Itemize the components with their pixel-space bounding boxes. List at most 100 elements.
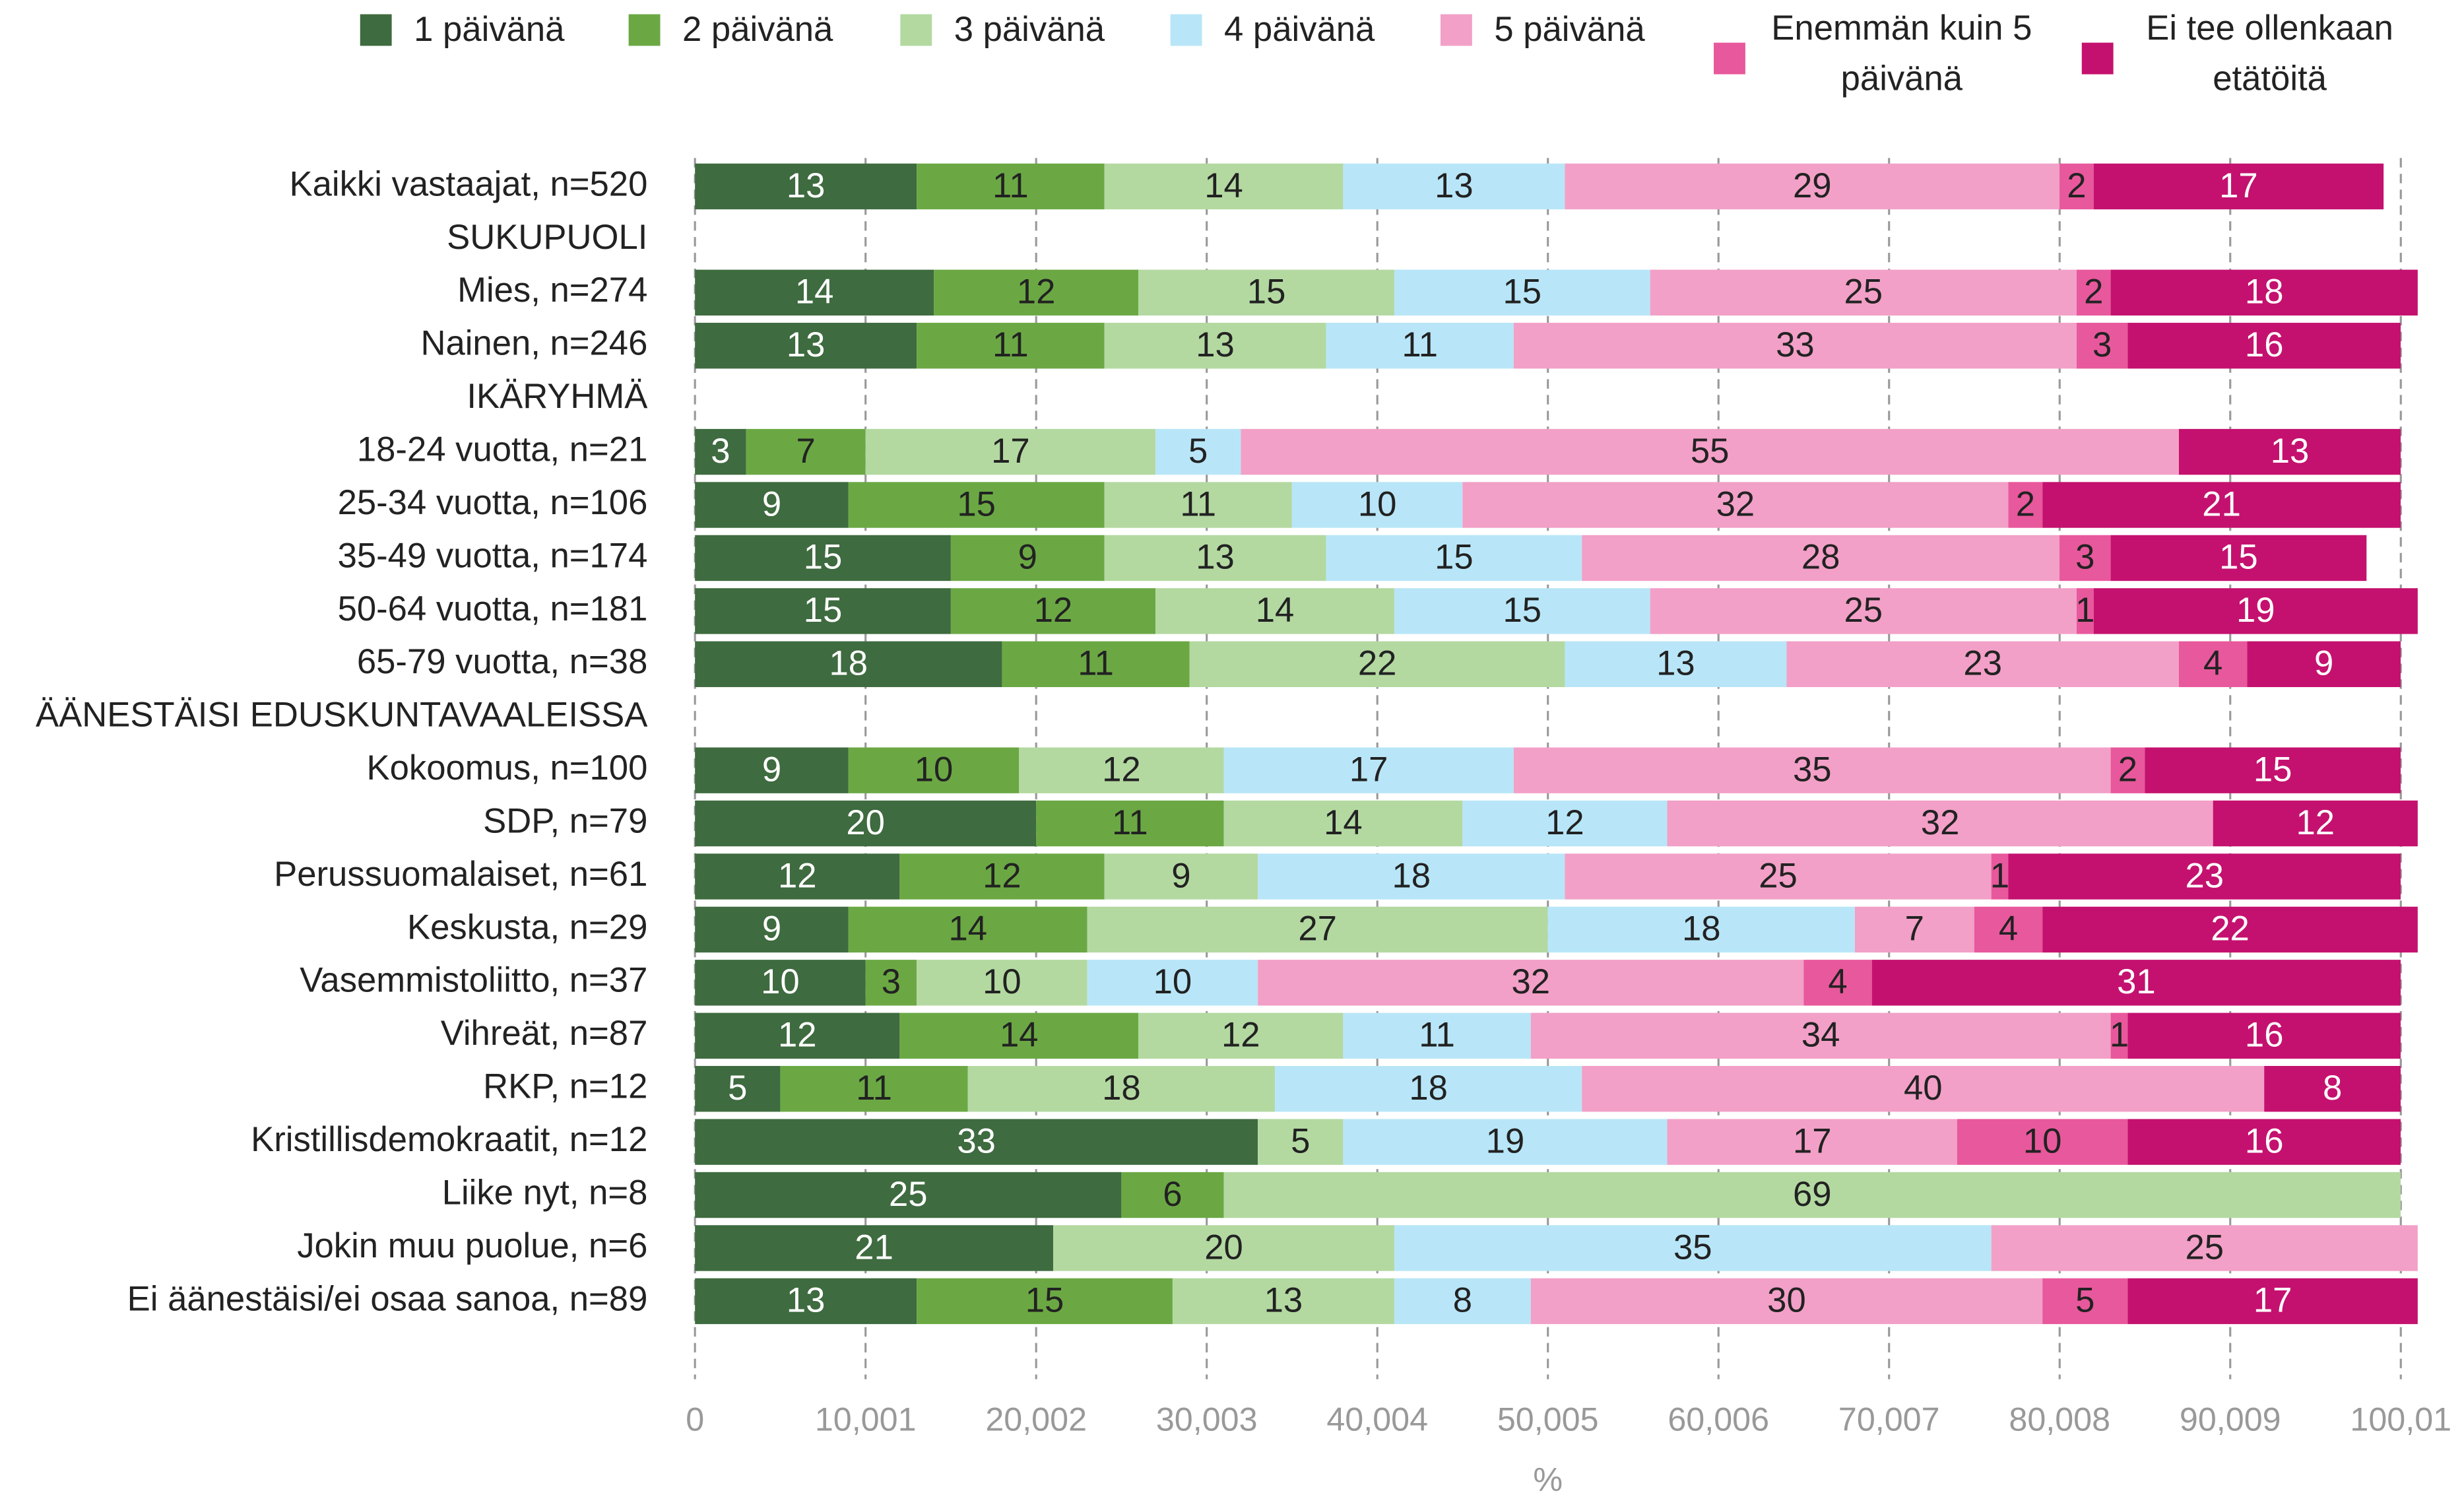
bar-segment [2127,1278,2418,1325]
data-label: 15 [957,484,996,523]
bar-segment [2093,163,2384,210]
data-label: 9 [762,910,781,948]
bar-segment [1513,747,2111,793]
data-label: 11 [992,166,1029,205]
data-label: 3 [2075,538,2094,577]
bar-segment [917,1278,1173,1325]
bar-segment [695,1225,1053,1271]
x-tick-label: 90,009 [2180,1401,2281,1438]
data-label: 17 [1793,1121,1832,1160]
bar-segment [1002,641,1190,688]
data-label: 13 [1435,166,1474,205]
bar-segment [2127,1119,2401,1165]
data-label: 32 [1511,962,1550,1001]
data-label: 32 [1921,803,1960,842]
x-tick-label: 100,01 [2350,1401,2451,1438]
data-label: 15 [1025,1281,1064,1320]
bar-segment [1565,163,2060,210]
data-label: 5 [1188,432,1208,471]
data-label: 3 [2092,325,2112,364]
data-label: 12 [1545,803,1584,842]
data-label: 32 [1716,484,1755,523]
data-label: 18 [2245,273,2284,312]
data-label: 69 [1793,1175,1832,1214]
bar-segment [2110,269,2418,316]
category-label: Keskusta, n=29 [407,908,647,946]
data-label: 18 [1682,910,1721,948]
bar-segment [695,535,951,581]
bar-segment [1667,800,2213,847]
bar-segment [1223,800,1463,847]
data-label: 16 [2245,1121,2284,1160]
data-label: 12 [1221,1016,1260,1055]
data-label: 55 [1691,432,1730,471]
category-label: Mies, n=274 [457,271,647,310]
data-label: 5 [1291,1121,1310,1160]
bar-segment [1104,163,1344,210]
data-label: 25 [1844,591,1883,630]
data-label: 28 [1801,538,1840,577]
data-label: 20 [1204,1228,1243,1267]
bar-segment [780,1065,968,1112]
bar-segment [899,1012,1139,1059]
data-label: 1 [2110,1016,2129,1055]
legend-swatch [1714,42,1745,75]
data-label: 25 [889,1175,928,1214]
data-label: 11 [1402,325,1438,364]
bar-segment [1121,1172,1224,1218]
category-label: RKP, n=12 [483,1067,647,1106]
data-label: 15 [2253,750,2292,789]
category-label: 65-79 vuotta, n=38 [357,642,647,681]
data-label: 21 [855,1228,893,1267]
data-label: 18 [1392,856,1431,895]
bar-segment [1087,960,1258,1006]
data-label: 13 [1656,644,1695,683]
bar-segment [917,163,1105,210]
bar-segment [695,163,917,210]
bar-segment [1104,853,1258,900]
x-tick-label: 0 [686,1401,704,1438]
bar-segment [2178,428,2401,475]
bar-segment [2076,323,2128,369]
data-label: 19 [2236,591,2275,630]
data-label: 33 [1776,325,1815,364]
bar-segment [848,747,1020,793]
bar-segment [746,428,866,475]
legend-swatch [1440,14,1472,46]
data-label: 1 [1990,856,2009,895]
data-label: 13 [2271,432,2310,471]
category-label: Nainen, n=246 [420,324,647,363]
bar-segment [1019,747,1224,793]
data-label: 13 [1196,538,1235,577]
bar-segment [934,269,1139,316]
category-label: 25-34 vuotta, n=106 [338,483,648,522]
bar-segment [1547,906,1855,953]
data-label: 10 [1153,962,1192,1001]
bar-segment [1854,906,1974,953]
data-label: 12 [778,856,817,895]
data-label: 11 [1112,803,1148,842]
x-tick-label: 10,001 [815,1401,917,1438]
bar-segment [2110,535,2367,581]
category-label: Vasemmistoliitto, n=37 [300,961,647,1000]
bar-segment [1241,428,2179,475]
legend-label: 3 päivänä [954,10,1105,49]
bar-segment [848,906,1087,953]
legend-swatch [1170,14,1202,46]
data-label: 11 [1078,644,1114,683]
bar-segment [1974,906,2043,953]
data-label: 10 [2023,1121,2062,1160]
data-label: 12 [778,1016,817,1055]
bar-segment [695,906,849,953]
data-label: 5 [728,1069,747,1108]
bar-segment [695,428,746,475]
category-label: Kokoomus, n=100 [367,748,648,787]
legend-label: 5 päivänä [1494,10,1645,49]
x-tick-label: 40,004 [1326,1401,1428,1438]
bar-segment [695,588,951,634]
data-label: 2 [2084,273,2103,312]
bar-segment [1394,588,1650,634]
data-label: 13 [787,325,826,364]
bar-segment [1326,323,1514,369]
legend-swatch [360,14,392,46]
